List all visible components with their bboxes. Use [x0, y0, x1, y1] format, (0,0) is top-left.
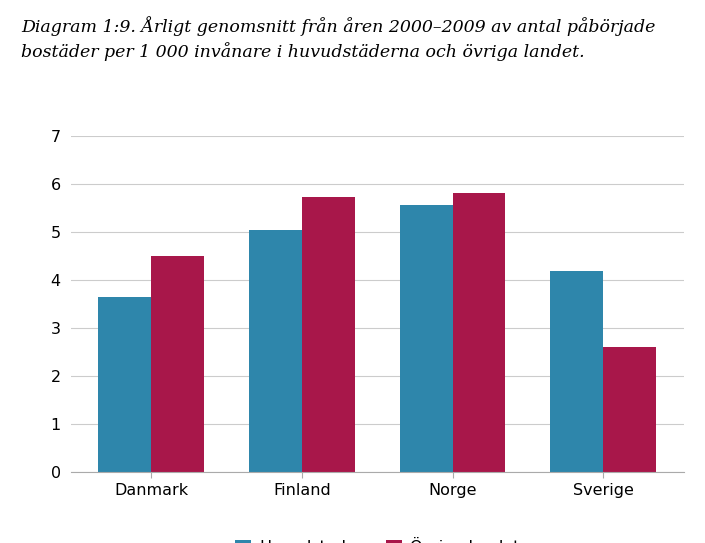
Bar — [551, 272, 603, 472]
Bar — [249, 230, 302, 472]
Bar — [603, 348, 656, 472]
Bar — [400, 205, 453, 472]
Bar — [453, 193, 505, 472]
Bar — [99, 297, 151, 472]
Text: Diagram 1:9. Årligt genomsnitt från åren 2000–2009 av antal påbörjade
bostäder p: Diagram 1:9. Årligt genomsnitt från åren… — [21, 16, 656, 61]
Legend: Huvudstaden, Övriga landet: Huvudstaden, Övriga landet — [229, 531, 525, 543]
Bar — [151, 256, 204, 472]
Bar — [302, 197, 355, 472]
